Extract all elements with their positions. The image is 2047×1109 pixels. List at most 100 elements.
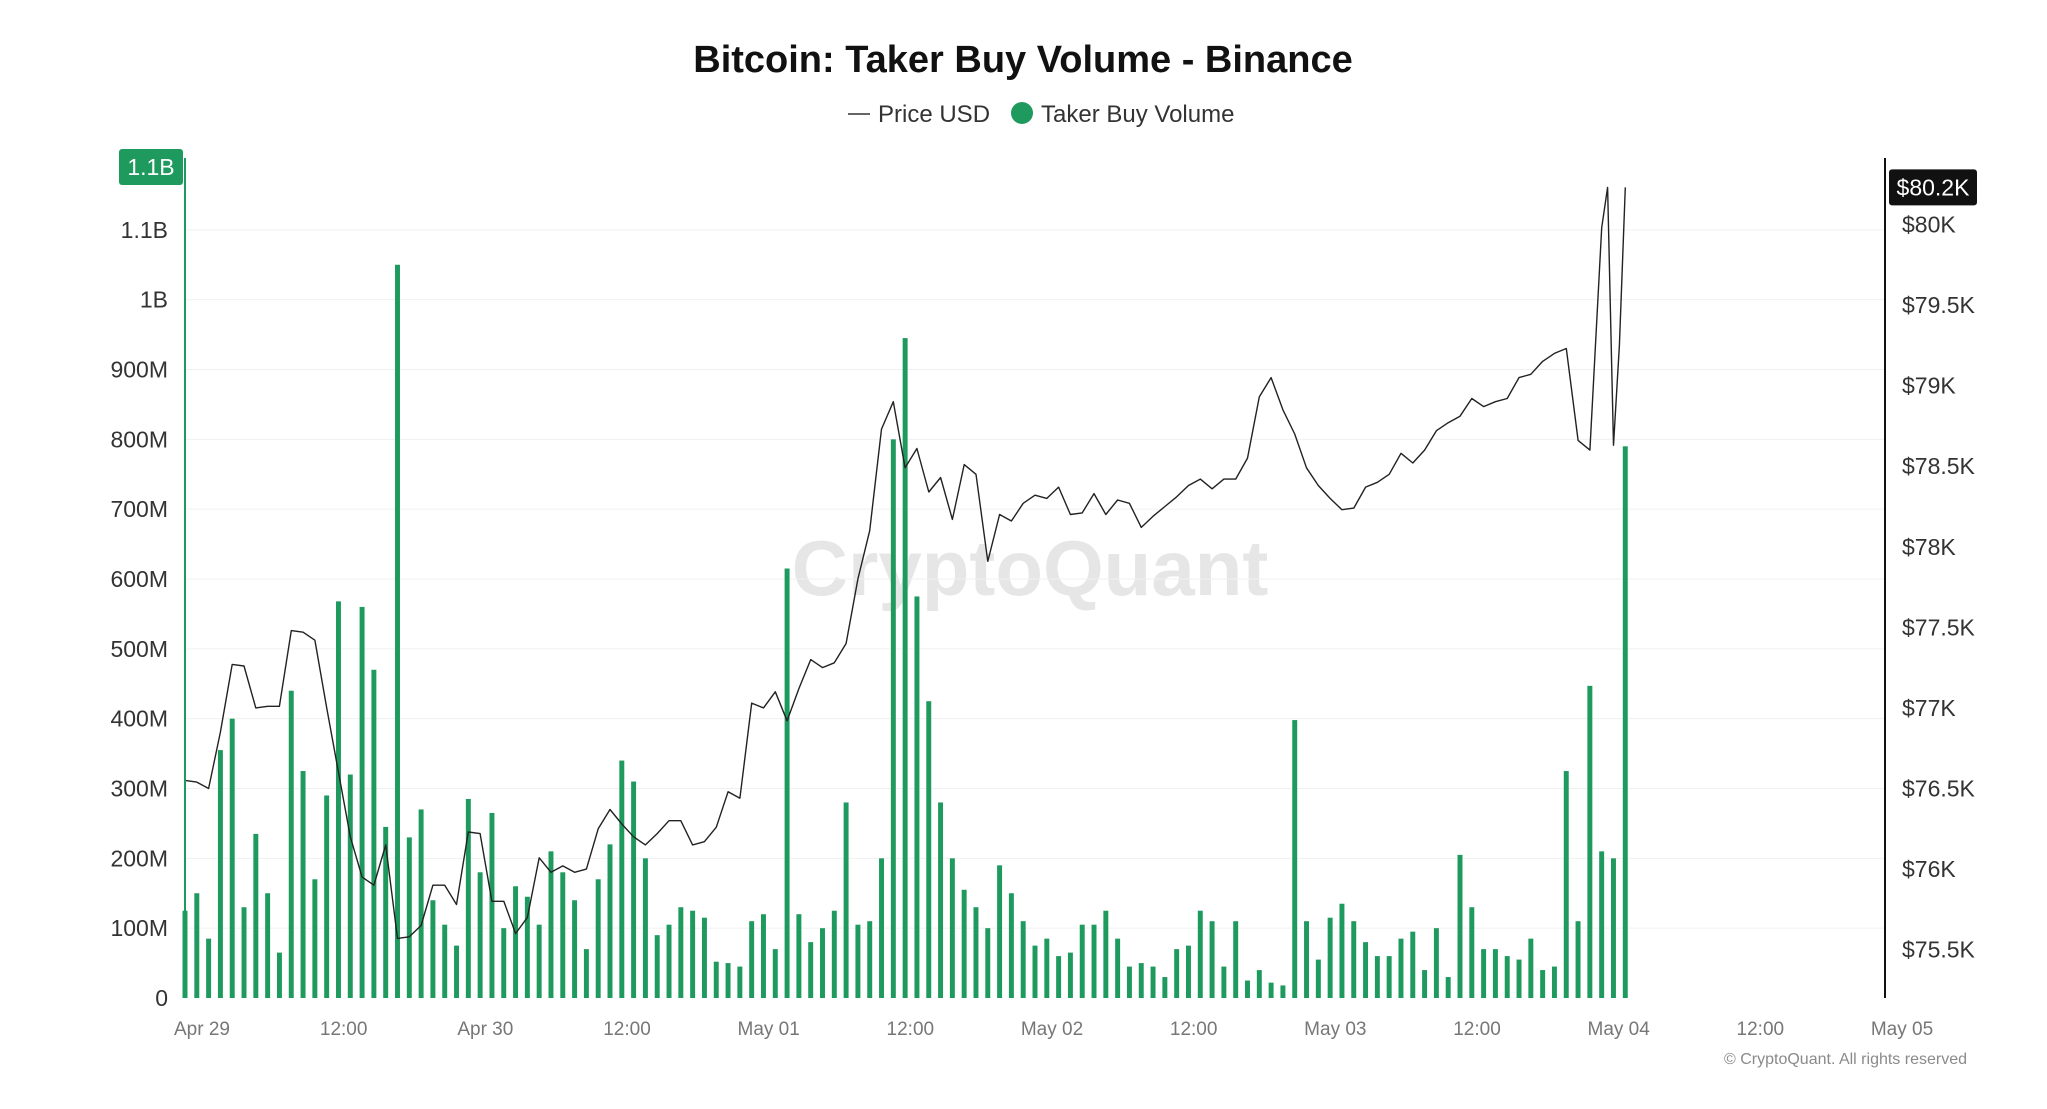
volume-bar bbox=[619, 760, 625, 998]
volume-bar bbox=[418, 809, 424, 998]
volume-bar bbox=[749, 921, 755, 998]
volume-bar bbox=[985, 928, 991, 998]
volume-bar bbox=[654, 935, 660, 998]
right-tick-label: $79K bbox=[1902, 373, 1956, 399]
volume-bar bbox=[536, 924, 542, 998]
chart-title: Bitcoin: Taker Buy Volume - Binance bbox=[693, 39, 1353, 81]
volume-bar bbox=[1363, 942, 1369, 998]
volume-bar bbox=[1256, 970, 1262, 998]
legend: Price USD Taker Buy Volume bbox=[848, 101, 1234, 128]
volume-bar bbox=[701, 917, 707, 998]
left-tick-label: 400M bbox=[110, 706, 168, 732]
volume-bar bbox=[796, 914, 802, 998]
volume-bar bbox=[560, 872, 566, 998]
volume-bar bbox=[1492, 949, 1498, 998]
volume-bar bbox=[631, 781, 637, 998]
volume-bar bbox=[1126, 966, 1132, 998]
volume-bar bbox=[772, 949, 778, 998]
volume-bar bbox=[359, 606, 365, 998]
volume-bar bbox=[1528, 938, 1534, 998]
volume-bar bbox=[1209, 921, 1215, 998]
right-tick-label: $75.5K bbox=[1902, 937, 1976, 963]
volume-bar bbox=[1374, 956, 1380, 998]
volume-bar bbox=[1351, 921, 1357, 998]
left-tick-label: 300M bbox=[110, 776, 168, 802]
left-tick-label: 800M bbox=[110, 426, 168, 452]
volume-bar bbox=[206, 938, 212, 998]
volume-bar bbox=[1185, 945, 1191, 998]
volume-bar bbox=[831, 910, 837, 998]
volume-bar bbox=[430, 900, 436, 998]
volume-bar bbox=[1315, 959, 1321, 998]
legend-label-volume[interactable]: Taker Buy Volume bbox=[1041, 101, 1234, 128]
volume-bar bbox=[1398, 938, 1404, 998]
volume-bar bbox=[843, 802, 849, 998]
volume-bar bbox=[1138, 963, 1144, 998]
volume-bar bbox=[1599, 851, 1605, 998]
right-tick-label: $78.5K bbox=[1902, 453, 1976, 479]
volume-bar bbox=[1504, 956, 1510, 998]
x-tick-label: 12:00 bbox=[887, 1019, 935, 1040]
volume-bar bbox=[324, 795, 330, 998]
left-tick-label: 700M bbox=[110, 496, 168, 522]
volume-bar bbox=[1457, 854, 1463, 998]
volume-bar bbox=[241, 907, 247, 998]
volume-bar bbox=[973, 907, 979, 998]
copyright: © CryptoQuant. All rights reserved bbox=[1724, 1051, 1967, 1068]
volume-bar bbox=[1386, 956, 1392, 998]
volume-bar bbox=[820, 928, 825, 998]
volume-bar bbox=[1516, 959, 1522, 998]
volume-bar bbox=[217, 750, 223, 998]
volume-bar bbox=[938, 802, 944, 998]
volume-bar bbox=[454, 945, 460, 998]
volume-bar bbox=[666, 924, 672, 998]
x-tick-label: May 04 bbox=[1588, 1019, 1651, 1040]
volume-bar bbox=[524, 896, 530, 998]
volume-bar bbox=[1197, 910, 1203, 998]
volume-bar bbox=[867, 921, 873, 998]
volume-bar bbox=[642, 858, 648, 998]
volume-bar bbox=[229, 718, 235, 998]
volume-bar bbox=[1481, 949, 1487, 998]
volume-bar bbox=[1162, 977, 1168, 998]
left-tick-label: 100M bbox=[110, 915, 168, 941]
volume-bar bbox=[808, 942, 814, 998]
volume-bar bbox=[760, 914, 766, 998]
volume-bar bbox=[949, 858, 955, 998]
left-value-badge bbox=[119, 148, 183, 185]
volume-bar bbox=[1233, 921, 1239, 998]
volume-bar bbox=[265, 893, 271, 998]
volume-bar bbox=[548, 851, 554, 998]
volume-bar bbox=[1622, 446, 1628, 999]
volume-bars bbox=[182, 264, 1628, 999]
legend-label-price[interactable]: Price USD bbox=[878, 101, 990, 128]
x-tick-label: May 03 bbox=[1304, 1019, 1366, 1040]
right-value-badge-label: $80.2K bbox=[1897, 174, 1971, 200]
volume-bar bbox=[312, 879, 318, 998]
volume-bar bbox=[737, 966, 743, 998]
volume-bar bbox=[1245, 980, 1250, 998]
volume-bar bbox=[855, 924, 861, 998]
volume-bar bbox=[253, 833, 259, 998]
left-tick-label: 500M bbox=[110, 636, 168, 662]
right-tick-label: $76.5K bbox=[1902, 776, 1976, 802]
volume-bar bbox=[725, 963, 731, 998]
volume-bar bbox=[914, 596, 920, 998]
x-tick-label: 12:00 bbox=[603, 1019, 651, 1040]
right-tick-label: $76K bbox=[1902, 856, 1956, 882]
volume-bar bbox=[1563, 771, 1569, 998]
x-tick-label: 12:00 bbox=[320, 1019, 368, 1040]
volume-bar bbox=[383, 826, 389, 998]
x-tick-label: 12:00 bbox=[1453, 1019, 1501, 1040]
volume-bar bbox=[1044, 938, 1050, 998]
x-tick-label: May 02 bbox=[1021, 1019, 1083, 1040]
volume-bar bbox=[1551, 966, 1557, 998]
left-value-badge-label: 1.1B bbox=[127, 154, 174, 180]
volume-bar bbox=[1575, 921, 1581, 998]
volume-bar bbox=[347, 774, 353, 998]
right-tick-label: $77.5K bbox=[1902, 614, 1976, 640]
volume-bar bbox=[1067, 952, 1073, 998]
right-tick-label: $79.5K bbox=[1902, 292, 1976, 318]
volume-bar bbox=[335, 601, 341, 998]
